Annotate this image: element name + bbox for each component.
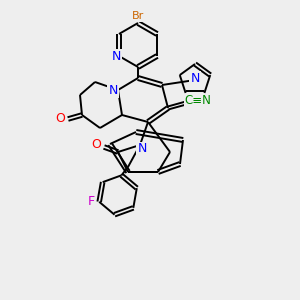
Text: Br: Br	[132, 11, 144, 21]
Text: N: N	[190, 71, 200, 85]
Text: O: O	[91, 139, 101, 152]
Text: C≡N: C≡N	[184, 94, 212, 107]
Text: F: F	[88, 195, 95, 208]
Text: N: N	[108, 83, 118, 97]
Text: N: N	[137, 142, 147, 155]
Text: O: O	[55, 112, 65, 125]
Text: N: N	[111, 50, 121, 62]
